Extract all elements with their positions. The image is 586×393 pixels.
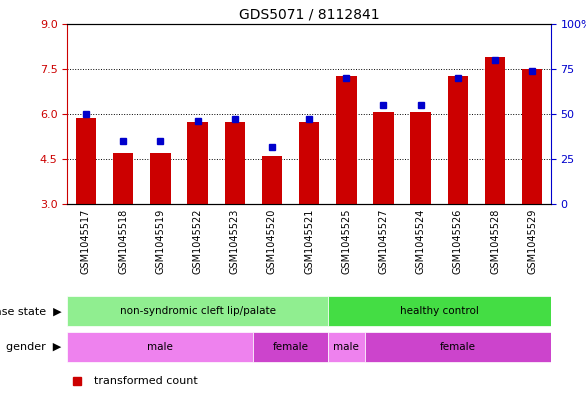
Bar [67, 296, 328, 327]
Text: GSM1045518: GSM1045518 [118, 209, 128, 274]
Text: GSM1045520: GSM1045520 [267, 209, 277, 274]
Bar [365, 332, 551, 362]
Text: GSM1045523: GSM1045523 [230, 209, 240, 274]
Text: GSM1045519: GSM1045519 [155, 209, 165, 274]
Bar [150, 152, 171, 204]
Bar [76, 119, 96, 204]
Text: gender  ▶: gender ▶ [6, 342, 62, 352]
Text: GSM1045521: GSM1045521 [304, 209, 314, 274]
Bar [188, 121, 208, 204]
Bar [113, 153, 134, 204]
Bar [373, 112, 394, 204]
Text: disease state  ▶: disease state ▶ [0, 307, 62, 316]
Bar [299, 122, 319, 204]
Bar [328, 296, 551, 327]
Text: non-syndromic cleft lip/palate: non-syndromic cleft lip/palate [120, 307, 275, 316]
Text: GSM1045525: GSM1045525 [341, 209, 351, 274]
Bar [253, 332, 328, 362]
Text: GSM1045529: GSM1045529 [527, 209, 537, 274]
Bar [522, 69, 543, 204]
Text: female: female [440, 342, 476, 352]
Text: healthy control: healthy control [400, 307, 479, 316]
Bar [67, 332, 253, 362]
Bar [485, 57, 505, 204]
Text: GSM1045517: GSM1045517 [81, 209, 91, 274]
Text: GSM1045522: GSM1045522 [193, 209, 203, 274]
Text: GSM1045527: GSM1045527 [379, 209, 389, 274]
Text: GSM1045524: GSM1045524 [415, 209, 425, 274]
Bar [448, 76, 468, 204]
Bar [328, 332, 365, 362]
Text: male: male [333, 342, 359, 352]
Text: male: male [148, 342, 173, 352]
Text: GSM1045528: GSM1045528 [490, 209, 500, 274]
Title: GDS5071 / 8112841: GDS5071 / 8112841 [239, 7, 379, 21]
Bar [262, 156, 282, 204]
Text: GSM1045526: GSM1045526 [453, 209, 463, 274]
Bar [224, 122, 245, 204]
Text: transformed count: transformed count [94, 376, 197, 386]
Bar [336, 76, 356, 204]
Text: female: female [272, 342, 308, 352]
Bar [410, 112, 431, 204]
